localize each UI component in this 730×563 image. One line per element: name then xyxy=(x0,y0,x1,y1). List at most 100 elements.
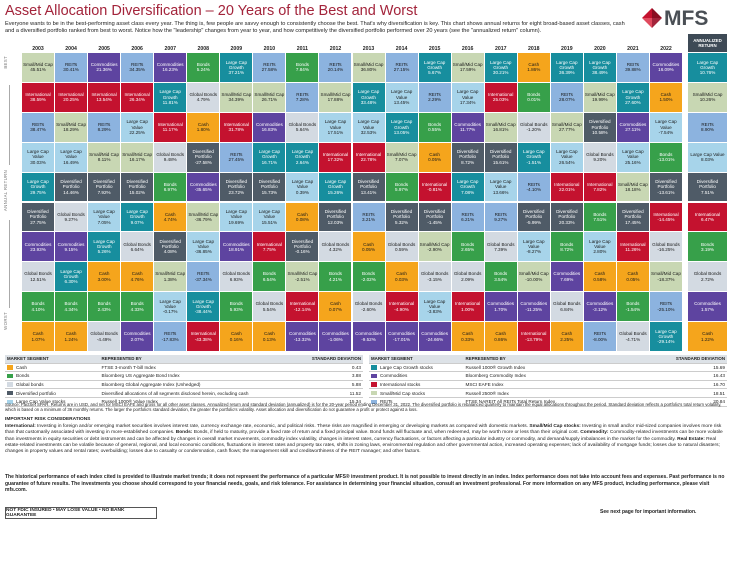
asset-label: Large Cap Growth xyxy=(258,149,281,160)
quilt-cell: Large Cap Value 13.66% xyxy=(484,172,517,202)
asset-label: Small/Mid Cap xyxy=(254,92,285,98)
asset-label: Large Cap Growth xyxy=(159,89,181,100)
return-value: -17.01% xyxy=(393,336,411,342)
segment-row: Bonds Bloomberg US Aggregate Bond Index 3.… xyxy=(5,372,363,381)
return-value: 8.72% xyxy=(461,159,475,165)
risk-text: International: Investing in foreign and/… xyxy=(5,424,725,456)
return-value: 17.88% xyxy=(327,97,344,103)
return-value: 16.17% xyxy=(129,157,145,163)
asset-label: Bonds xyxy=(362,271,376,277)
return-value: 15.02% xyxy=(129,189,145,195)
asset-label: Commodities xyxy=(619,121,647,127)
return-value: 3.54% xyxy=(494,276,508,282)
return-value: -1.20% xyxy=(526,127,542,133)
quilt-cell: International -4.90% xyxy=(385,292,418,322)
legend-swatch xyxy=(371,390,377,396)
return-value: -36.85% xyxy=(194,249,212,255)
quilt-cell: Global Bonds 4.79% xyxy=(187,82,220,112)
risk-term: Commodity: xyxy=(580,430,609,436)
asset-label: International xyxy=(455,301,481,307)
asset-label: Cash xyxy=(561,331,573,337)
return-value: 4.08% xyxy=(163,249,177,255)
asset-label: International xyxy=(256,241,283,247)
quilt-cell: Cash 0.08% xyxy=(286,202,319,232)
quilt-cell: International 6.47% xyxy=(688,202,727,232)
asset-label: International xyxy=(289,301,316,307)
logo-icon xyxy=(642,8,662,28)
return-value: -0.16% xyxy=(295,249,310,255)
return-value: 7.39% xyxy=(494,246,508,252)
year-label: 2012 xyxy=(329,46,342,52)
asset-label: Commodities xyxy=(289,331,316,337)
quilt-cell: Cash 0.13% xyxy=(253,322,286,351)
quilt-cell: Cash 0.07% xyxy=(319,292,352,322)
asset-label: Bonds xyxy=(229,301,243,307)
return-value: 2.07% xyxy=(130,336,144,342)
quilt-cell: International 7.75% xyxy=(253,232,286,262)
return-value: 34.39% xyxy=(228,97,245,103)
asset-label: International xyxy=(488,92,514,98)
fdic-badge: NOT FDIC INSURED • MAY LOSE VALUE • NO B… xyxy=(5,507,157,519)
quilt-cell: Diversified Portfolio 15.61% xyxy=(484,142,517,172)
quilt-cell: International 17.32% xyxy=(319,142,352,172)
return-value: 17.51% xyxy=(327,129,344,135)
quilt-cell: Diversified Portfolio 20.33% xyxy=(550,202,583,232)
segment-name-cell: International stocks xyxy=(369,382,465,387)
side-label: ANNUAL RETURN xyxy=(3,170,8,212)
segment-std: 18.51 xyxy=(713,390,725,396)
asset-label: Global Bonds xyxy=(652,241,680,247)
quilt-cell: Large Cap Value 15.51% xyxy=(253,202,286,232)
return-value: -24.66% xyxy=(426,336,444,342)
quilt-cell: Large Cap Value 17.51% xyxy=(319,112,352,142)
return-value: 8.72% xyxy=(560,246,574,252)
asset-label: Bonds xyxy=(626,301,640,307)
quilt-cell: Small/Mid Cap 26.71% xyxy=(253,82,286,112)
asset-label: Global Bonds xyxy=(321,241,350,247)
legend-swatch xyxy=(371,365,377,370)
segment-std: 15.69 xyxy=(713,364,725,370)
quilt-cell: Bonds 4.10% xyxy=(22,292,55,322)
return-value: -13.32% xyxy=(293,336,311,342)
quilt-cell: REITs -8.00% xyxy=(583,322,616,351)
side-label: WORST xyxy=(3,312,8,330)
year-label: 2015 xyxy=(428,46,441,52)
return-value: 8.11% xyxy=(97,157,111,163)
asset-label: Cash xyxy=(98,271,110,277)
quilt-cell: Commodities 1.70% xyxy=(484,292,517,322)
segment-header: MARKET SEGMENT REPRESENTED BY STANDARD DEV… xyxy=(369,355,727,364)
asset-label: Large Cap Growth xyxy=(523,149,545,160)
quilt-cell: Global Bonds 4.32% xyxy=(319,232,352,262)
quilt-cell: Bonds 2.65% xyxy=(451,232,484,262)
return-value: 2.65% xyxy=(461,246,475,252)
quilt-cell: Small/Mid Cap 7.07% xyxy=(385,142,418,172)
return-value: -37.34% xyxy=(194,276,212,282)
quilt-cell: International 26.34% xyxy=(121,82,154,112)
asset-label: Cash xyxy=(197,121,209,127)
quilt-cell: Small/Mid Cap 17.88% xyxy=(319,82,352,112)
quilt-cell: Diversified Portfolio 13.41% xyxy=(352,172,385,202)
segment-name-cell: Bonds xyxy=(5,373,101,378)
return-value: -8.27% xyxy=(526,249,542,255)
return-value: 13.66% xyxy=(492,189,509,195)
return-value: 15.51% xyxy=(261,219,278,225)
next-page-note: See next page for important information. xyxy=(600,509,697,515)
asset-label: Diversified Portfolio xyxy=(225,179,248,190)
asset-label: Large Cap Value xyxy=(192,238,214,250)
return-value: 0.08% xyxy=(295,216,309,222)
asset-label: REITs xyxy=(97,121,111,127)
return-value: 1.07% xyxy=(31,336,45,342)
asset-label: Global Bonds xyxy=(156,151,184,157)
quilt-cell: International 1.00% xyxy=(451,292,484,322)
quilt-cell: Cash 1.80% xyxy=(187,112,220,142)
quilt-cell: Diversified Portfolio 15.73% xyxy=(253,172,286,202)
return-value: 12.51% xyxy=(30,276,46,282)
return-value: -10.00% xyxy=(525,276,543,282)
segment-std: 16.70 xyxy=(713,382,725,388)
quilt-cell: Small/Mid Cap 17.59% xyxy=(451,53,484,82)
return-value: -11.25% xyxy=(525,306,543,312)
asset-label: Large Cap Growth xyxy=(225,59,248,70)
asset-label: Large Cap Value xyxy=(291,179,314,190)
quilt-cell: Cash 0.58% xyxy=(583,262,616,292)
return-value: -13.79% xyxy=(525,336,543,342)
return-value: 4.10% xyxy=(31,306,45,312)
